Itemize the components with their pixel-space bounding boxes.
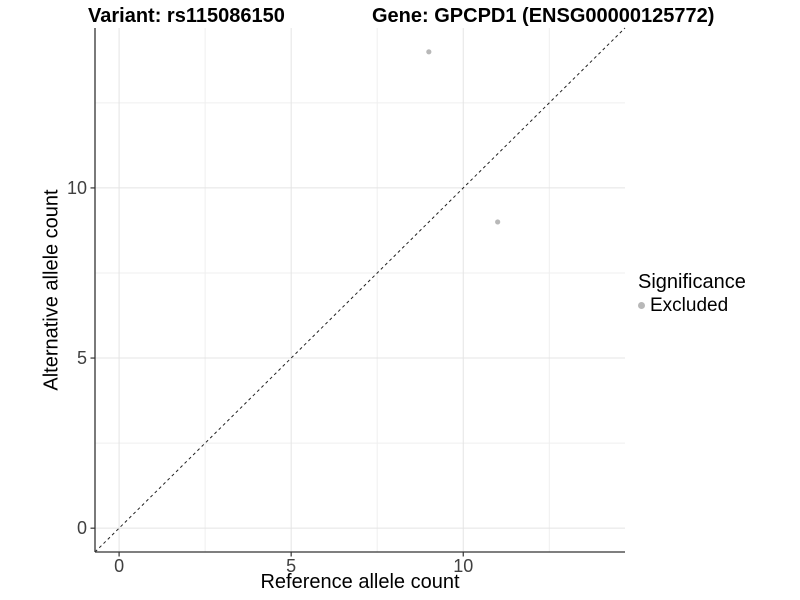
plot-title-gene: Gene: GPCPD1 (ENSG00000125772) [372, 5, 715, 27]
legend-title: Significance [638, 271, 746, 293]
major-gridlines [95, 28, 625, 552]
data-point [426, 49, 432, 55]
legend-item-label: Excluded [650, 295, 729, 316]
y-tick-label: 5 [76, 348, 87, 369]
minor-gridlines [95, 28, 625, 552]
plot-title-variant: Variant: rs115086150 [88, 5, 285, 27]
y-tick-label: 0 [76, 518, 87, 539]
legend: Significance Excluded [638, 270, 746, 316]
identity-line-path [94, 27, 626, 553]
legend-key-dot-icon [638, 302, 645, 309]
x-tick-label: 0 [114, 556, 125, 576]
y-tick-label: 10 [66, 177, 87, 198]
identity-line [94, 27, 626, 553]
axis-ticks [90, 187, 464, 557]
x-axis-label: Reference allele count [260, 571, 460, 593]
legend-items: Excluded [638, 295, 746, 316]
data-points [426, 49, 501, 225]
x-tick-label: 10 [453, 556, 474, 576]
axis-lines [94, 28, 625, 553]
x-tick-label: 5 [286, 556, 297, 576]
data-point [495, 219, 501, 225]
legend-item: Excluded [638, 295, 746, 316]
